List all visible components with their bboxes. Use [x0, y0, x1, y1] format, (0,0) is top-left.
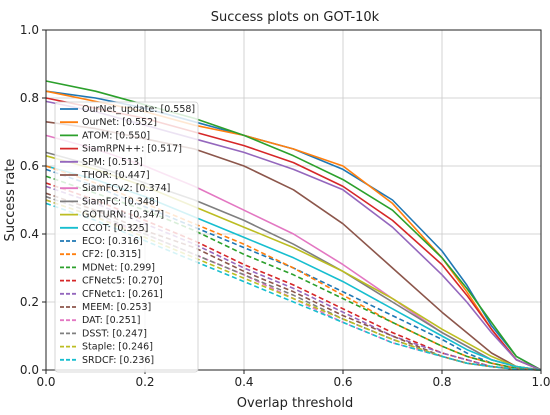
legend-label: ECO: [0.316] [82, 236, 143, 247]
chart-title: Success plots on GOT-10k [211, 10, 380, 25]
x-tick-label: 0.0 [36, 375, 55, 389]
x-axis-label: Overlap threshold [237, 396, 353, 411]
legend-label: CFNetc5: [0.270] [82, 276, 163, 287]
x-tick-label: 1.0 [531, 375, 550, 389]
axes: 0.0 0.2 0.4 0.6 0.8 1.0 0.0 0.2 0.4 0.6 0.8 1.0 [20, 23, 550, 389]
legend-label: CF2: [0.315] [82, 249, 141, 260]
legend-label: DSST: [0.247] [82, 328, 147, 339]
legend-label: THOR: [0.447] [81, 170, 150, 181]
legend-label: ATOM: [0.550] [82, 130, 150, 141]
legend-label: SRDCF: [0.236] [82, 355, 154, 366]
legend-label: CCOT: [0.325] [82, 223, 148, 234]
legend-label: DAT: [0.251] [82, 315, 141, 326]
legend-label: SiamRPN++: [0.517] [82, 144, 182, 155]
y-tick-label: 0.8 [20, 91, 39, 105]
y-tick-label: 0.4 [20, 227, 39, 241]
legend-label: MDNet: [0.299] [82, 262, 155, 273]
legend-label: Staple: [0.246] [82, 342, 153, 353]
y-tick-label: 0.0 [20, 363, 39, 377]
legend: OurNet_update: [0.558] OurNet: [0.552] ATO… [54, 101, 199, 373]
y-axis-label: Success rate [3, 159, 18, 242]
legend-label: OurNet: [0.552] [82, 117, 157, 128]
y-tick-label: 0.6 [20, 159, 39, 173]
y-tick-label: 0.2 [20, 295, 39, 309]
x-tick-label: 0.8 [432, 375, 451, 389]
legend-label: GOTURN: [0.347] [82, 210, 164, 221]
legend-label: SiamFC: [0.348] [82, 196, 159, 207]
legend-label: MEEM: [0.253] [82, 302, 151, 313]
legend-label: SPM: [0.513] [82, 157, 143, 168]
legend-label: CFNetc1: [0.261] [82, 289, 163, 300]
y-tick-label: 1.0 [20, 23, 39, 37]
x-tick-label: 0.2 [135, 375, 154, 389]
legend-label: OurNet_update: [0.558] [82, 104, 195, 115]
legend-box [54, 101, 199, 373]
legend-label: SiamFCv2: [0.374] [82, 183, 170, 194]
plot-frame [45, 29, 542, 371]
x-tick-label: 0.6 [333, 375, 352, 389]
x-tick-label: 0.4 [234, 375, 253, 389]
